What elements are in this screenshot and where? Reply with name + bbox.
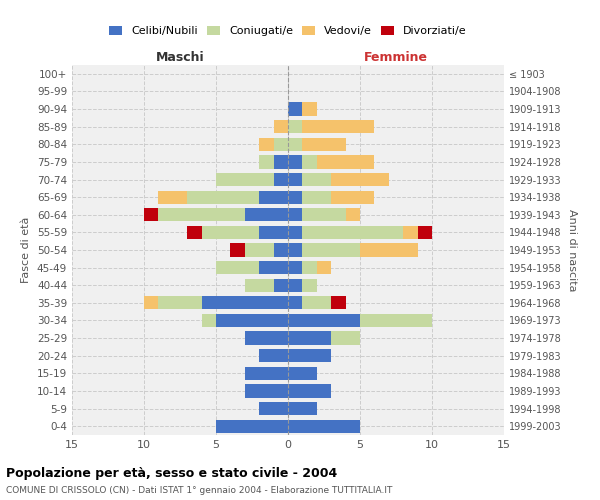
Y-axis label: Anni di nascita: Anni di nascita — [567, 209, 577, 291]
Bar — [302, 226, 403, 239]
Bar — [288, 278, 302, 292]
Bar — [202, 226, 259, 239]
Bar — [274, 244, 288, 256]
Bar — [259, 261, 288, 274]
Bar — [245, 332, 288, 344]
Bar — [245, 244, 274, 256]
Y-axis label: Fasce di età: Fasce di età — [22, 217, 31, 283]
Bar — [216, 420, 288, 433]
Bar — [331, 296, 346, 310]
Bar — [346, 208, 360, 222]
Bar — [274, 156, 288, 168]
Text: Maschi: Maschi — [155, 51, 205, 64]
Bar — [302, 190, 331, 204]
Bar — [144, 208, 158, 222]
Bar — [245, 208, 288, 222]
Bar — [216, 261, 259, 274]
Bar — [288, 190, 302, 204]
Bar — [288, 296, 302, 310]
Bar — [288, 138, 302, 151]
Bar — [187, 226, 202, 239]
Bar — [302, 102, 317, 116]
Bar — [245, 384, 288, 398]
Bar — [158, 296, 202, 310]
Bar — [187, 190, 259, 204]
Bar — [158, 190, 187, 204]
Bar — [202, 314, 216, 327]
Bar — [259, 190, 288, 204]
Bar — [274, 120, 288, 134]
Bar — [144, 296, 158, 310]
Bar — [288, 349, 331, 362]
Legend: Celibi/Nubili, Coniugati/e, Vedovi/e, Divorziati/e: Celibi/Nubili, Coniugati/e, Vedovi/e, Di… — [106, 22, 470, 40]
Text: COMUNE DI CRISSOLO (CN) - Dati ISTAT 1° gennaio 2004 - Elaborazione TUTTITALIA.I: COMUNE DI CRISSOLO (CN) - Dati ISTAT 1° … — [6, 486, 392, 495]
Bar — [302, 244, 360, 256]
Bar — [274, 173, 288, 186]
Bar — [331, 190, 374, 204]
Bar — [331, 332, 360, 344]
Bar — [245, 278, 274, 292]
Bar — [202, 296, 288, 310]
Bar — [288, 156, 302, 168]
Bar — [259, 402, 288, 415]
Bar — [259, 138, 274, 151]
Bar — [288, 314, 360, 327]
Bar — [331, 173, 389, 186]
Bar — [259, 226, 288, 239]
Bar — [288, 102, 302, 116]
Bar — [403, 226, 418, 239]
Bar — [302, 120, 374, 134]
Bar — [245, 366, 288, 380]
Bar — [302, 208, 346, 222]
Bar — [288, 173, 302, 186]
Text: Femmine: Femmine — [364, 51, 428, 64]
Bar — [274, 138, 288, 151]
Bar — [288, 420, 360, 433]
Bar — [360, 244, 418, 256]
Bar — [216, 314, 288, 327]
Bar — [288, 402, 317, 415]
Bar — [302, 278, 317, 292]
Bar — [274, 278, 288, 292]
Bar — [158, 208, 245, 222]
Bar — [288, 332, 331, 344]
Text: Popolazione per età, sesso e stato civile - 2004: Popolazione per età, sesso e stato civil… — [6, 468, 337, 480]
Bar — [360, 314, 432, 327]
Bar — [302, 173, 331, 186]
Bar — [288, 244, 302, 256]
Bar — [302, 156, 317, 168]
Bar — [288, 384, 331, 398]
Bar — [230, 244, 245, 256]
Bar — [317, 156, 374, 168]
Bar — [259, 349, 288, 362]
Bar — [259, 156, 274, 168]
Bar — [317, 261, 331, 274]
Bar — [288, 208, 302, 222]
Bar — [216, 173, 274, 186]
Bar — [288, 366, 317, 380]
Bar — [302, 261, 317, 274]
Bar — [302, 296, 331, 310]
Bar — [288, 226, 302, 239]
Bar — [418, 226, 432, 239]
Bar — [288, 261, 302, 274]
Bar — [302, 138, 346, 151]
Bar — [288, 120, 302, 134]
